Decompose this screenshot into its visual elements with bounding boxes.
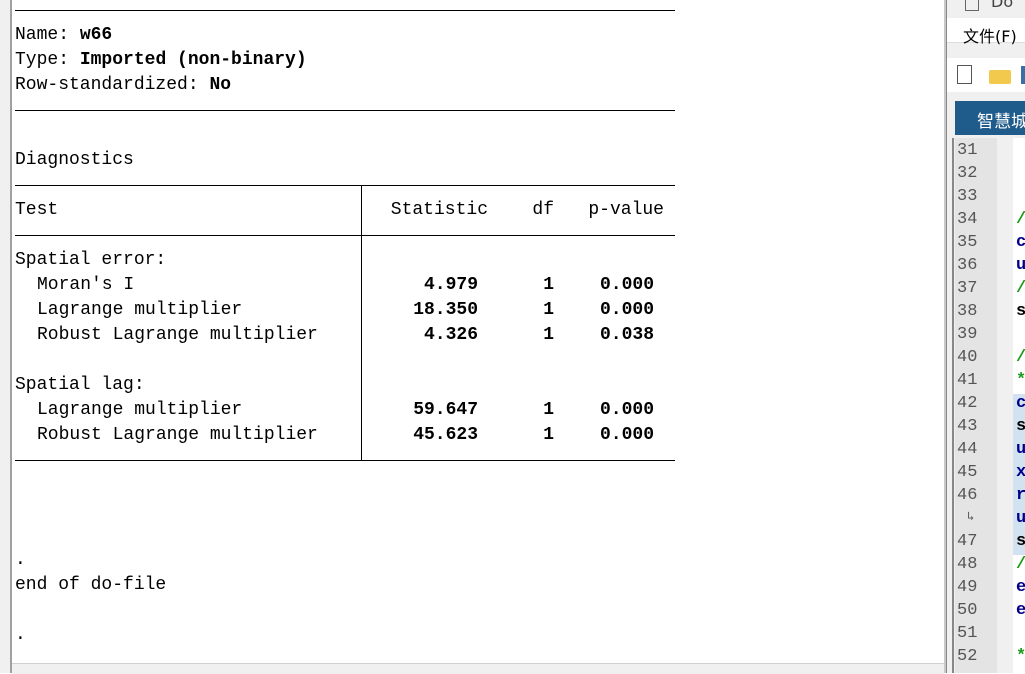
cell-df: 1 bbox=[543, 300, 554, 320]
code-line[interactable]: u bbox=[1016, 256, 1025, 275]
code-line[interactable]: e bbox=[1016, 601, 1025, 620]
cell-df: 1 bbox=[543, 400, 554, 420]
horizontal-scrollbar[interactable] bbox=[12, 663, 944, 674]
weights-name: Name: w66 bbox=[15, 25, 113, 45]
header-rule bbox=[15, 235, 675, 236]
menu-file[interactable]: 文件(F) bbox=[963, 27, 1017, 46]
line-number: 37 bbox=[957, 279, 978, 298]
rule bbox=[15, 110, 675, 111]
do-file-editor: Do 文件(F) 智慧城 31 32 33 34 / 35 c 36 u 37 / 38 s 39 40 / 4… bbox=[946, 0, 1025, 673]
cell-test: Moran's I bbox=[37, 275, 135, 295]
line-number: 47 bbox=[957, 532, 978, 551]
open-folder-icon[interactable] bbox=[989, 70, 1011, 84]
end-of-do-file: end of do-file bbox=[15, 575, 167, 595]
code-line[interactable]: / bbox=[1016, 555, 1025, 574]
group-label: Spatial lag: bbox=[15, 375, 145, 395]
code-line[interactable]: u bbox=[1016, 509, 1025, 528]
cell-test: Lagrange multiplier bbox=[37, 400, 243, 420]
cell-statistic: 4.326 bbox=[423, 325, 478, 345]
line-number: 42 bbox=[957, 394, 978, 413]
prompt-dot: . bbox=[15, 625, 26, 645]
code-line[interactable]: u bbox=[1016, 440, 1025, 459]
editor-tab[interactable]: 智慧城 bbox=[955, 101, 1025, 135]
group-label: Spatial error: bbox=[15, 250, 167, 270]
cell-test: Robust Lagrange multiplier bbox=[37, 325, 318, 345]
line-number: 39 bbox=[957, 325, 978, 344]
code-line[interactable]: c bbox=[1016, 233, 1025, 252]
window-splitter[interactable] bbox=[944, 0, 946, 673]
header-pvalue: p-value bbox=[588, 200, 664, 220]
code-line[interactable]: / bbox=[1016, 348, 1025, 367]
cell-test: Robust Lagrange multiplier bbox=[37, 425, 318, 445]
line-number: 36 bbox=[957, 256, 978, 275]
header-df: df bbox=[532, 200, 554, 220]
code-line[interactable]: * bbox=[1016, 647, 1025, 666]
cell-pvalue: 0.000 bbox=[599, 425, 654, 445]
code-line[interactable]: / bbox=[1016, 279, 1025, 298]
column-divider bbox=[361, 185, 362, 460]
cell-pvalue: 0.038 bbox=[599, 325, 654, 345]
line-number: 46 bbox=[957, 486, 978, 505]
line-number: 41 bbox=[957, 371, 978, 390]
cell-df: 1 bbox=[543, 275, 554, 295]
weights-rowstd: Row-standardized: No bbox=[15, 75, 232, 95]
cell-statistic: 45.623 bbox=[413, 425, 478, 445]
prompt-dot: . bbox=[15, 550, 26, 570]
code-line[interactable]: s bbox=[1016, 532, 1025, 551]
line-number: 44 bbox=[957, 440, 978, 459]
cell-pvalue: 0.000 bbox=[599, 275, 654, 295]
editor-title: Do bbox=[965, 0, 1013, 11]
line-number: 38 bbox=[957, 302, 978, 321]
cell-statistic: 18.350 bbox=[413, 300, 478, 320]
line-number-gutter bbox=[955, 138, 997, 673]
line-number: 49 bbox=[957, 578, 978, 597]
header-test: Test bbox=[15, 200, 59, 220]
cell-df: 1 bbox=[543, 425, 554, 445]
line-number: 45 bbox=[957, 463, 978, 482]
document-icon bbox=[965, 0, 979, 11]
diagnostics-title: Diagnostics bbox=[15, 150, 134, 170]
cell-pvalue: 0.000 bbox=[599, 300, 654, 320]
code-line[interactable]: * bbox=[1016, 371, 1025, 390]
code-line[interactable]: / bbox=[1016, 210, 1025, 229]
rule bbox=[15, 10, 675, 11]
table-top-rule bbox=[15, 185, 675, 186]
cell-df: 1 bbox=[543, 325, 554, 345]
cell-statistic: 59.647 bbox=[413, 400, 478, 420]
left-window-edge bbox=[0, 0, 12, 673]
line-number: 43 bbox=[957, 417, 978, 436]
line-number: 35 bbox=[957, 233, 978, 252]
wrap-arrow-icon: ↳ bbox=[967, 510, 975, 524]
cell-statistic: 4.979 bbox=[423, 275, 478, 295]
code-line[interactable]: r bbox=[1016, 486, 1025, 505]
table-bottom-rule bbox=[15, 460, 675, 461]
code-line[interactable]: x bbox=[1016, 463, 1025, 482]
line-number: 34 bbox=[957, 210, 978, 229]
line-number: 48 bbox=[957, 555, 978, 574]
code-line[interactable]: s bbox=[1016, 302, 1025, 321]
line-number: 40 bbox=[957, 348, 978, 367]
save-icon[interactable] bbox=[1021, 66, 1025, 84]
new-file-icon[interactable] bbox=[957, 65, 972, 84]
code-line[interactable]: e bbox=[1016, 578, 1025, 597]
line-number: 51 bbox=[957, 624, 978, 643]
weights-type: Type: Imported (non-binary) bbox=[15, 50, 307, 70]
code-line[interactable]: s bbox=[1016, 417, 1025, 436]
line-number: 50 bbox=[957, 601, 978, 620]
line-number: 32 bbox=[957, 164, 978, 183]
cell-pvalue: 0.000 bbox=[599, 400, 654, 420]
header-statistic: Statistic bbox=[390, 200, 488, 220]
line-number: 33 bbox=[957, 187, 978, 206]
code-line[interactable]: c bbox=[1016, 394, 1025, 413]
line-number: 31 bbox=[957, 141, 978, 160]
line-number: 52 bbox=[957, 647, 978, 666]
cell-test: Lagrange multiplier bbox=[37, 300, 243, 320]
